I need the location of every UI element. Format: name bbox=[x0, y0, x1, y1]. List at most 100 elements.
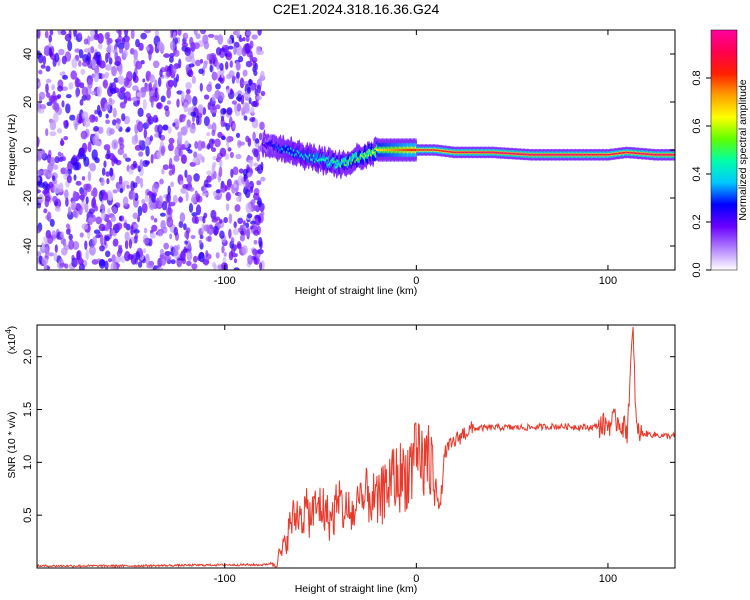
snr-x-axis-label: Height of straight line (km) bbox=[295, 583, 418, 595]
noise-cell bbox=[180, 250, 186, 262]
noise-cell bbox=[52, 195, 58, 203]
noise-cell bbox=[83, 156, 90, 167]
noise-cell bbox=[189, 123, 196, 134]
noise-cell bbox=[156, 267, 164, 270]
noise-cell bbox=[165, 194, 169, 204]
noise-cell bbox=[163, 53, 171, 58]
noise-cell bbox=[190, 196, 197, 204]
noise-cell bbox=[119, 187, 123, 194]
noise-cell bbox=[158, 77, 162, 87]
noise-cell bbox=[160, 95, 166, 103]
snr-panel: -100 0 100 0.5 1.0 1.5 2.0 Height of straight… bbox=[4, 324, 676, 595]
noise-cell bbox=[260, 70, 265, 79]
noise-cell bbox=[245, 60, 253, 68]
noise-cell bbox=[141, 202, 148, 214]
noise-cell bbox=[46, 92, 51, 98]
noise-cell bbox=[74, 122, 78, 131]
noise-cell bbox=[244, 188, 251, 199]
noise-cell bbox=[215, 47, 222, 56]
noise-cell bbox=[134, 233, 139, 240]
noise-cell bbox=[236, 61, 241, 71]
noise-cell bbox=[42, 168, 49, 177]
noise-cell bbox=[154, 184, 160, 189]
noise-cell bbox=[83, 38, 89, 45]
noise-cell bbox=[203, 116, 210, 127]
colorbar: 0.0 0.2 0.4 0.6 0.8 Normalized spectral ampl… bbox=[691, 29, 749, 278]
noise-cell bbox=[184, 169, 188, 178]
noise-cell bbox=[249, 50, 254, 61]
noise-cell bbox=[186, 260, 192, 267]
noise-cell bbox=[177, 133, 183, 142]
noise-cell bbox=[54, 206, 61, 212]
noise-cell bbox=[132, 212, 139, 220]
noise-cell bbox=[180, 187, 187, 194]
noise-cell bbox=[173, 30, 177, 39]
noise-cell bbox=[232, 123, 237, 130]
noise-cell bbox=[235, 132, 241, 139]
noise-cell bbox=[66, 174, 72, 184]
noise-cell bbox=[239, 77, 245, 89]
noise-cell bbox=[246, 172, 253, 178]
noise-cell bbox=[79, 99, 84, 106]
noise-cell bbox=[253, 70, 258, 76]
noise-cell bbox=[191, 212, 198, 217]
noise-cell bbox=[97, 33, 104, 44]
noise-cell bbox=[78, 113, 82, 125]
noise-cell bbox=[219, 230, 225, 239]
noise-cell bbox=[60, 167, 67, 175]
noise-cell bbox=[77, 32, 83, 39]
noise-cell bbox=[132, 75, 139, 84]
noise-cell bbox=[190, 111, 197, 117]
noise-cell bbox=[184, 240, 188, 245]
noise-cell bbox=[252, 248, 258, 256]
noise-cell bbox=[258, 236, 263, 247]
spectrogram-y-tick-label: -40 bbox=[22, 238, 34, 254]
noise-cell bbox=[138, 42, 144, 51]
noise-cell bbox=[195, 204, 202, 216]
colorbar-label: Normalized spectral amplitude bbox=[737, 79, 749, 220]
noise-cell bbox=[130, 225, 134, 236]
noise-cell bbox=[233, 45, 237, 56]
noise-cell bbox=[240, 94, 245, 105]
noise-cell bbox=[152, 60, 160, 69]
noise-cell bbox=[173, 245, 179, 257]
noise-cell bbox=[154, 30, 160, 38]
noise-cell bbox=[192, 115, 195, 123]
noise-cell bbox=[85, 249, 89, 261]
noise-cell bbox=[91, 59, 97, 69]
noise-cell bbox=[253, 162, 259, 167]
noise-cell bbox=[132, 160, 137, 168]
noise-cell bbox=[167, 185, 171, 196]
noise-cell bbox=[43, 189, 50, 198]
noise-cell bbox=[250, 220, 257, 225]
noise-cell bbox=[119, 101, 126, 109]
noise-cell bbox=[153, 152, 158, 160]
noise-cell bbox=[229, 60, 233, 68]
noise-cell bbox=[108, 57, 113, 65]
noise-cell bbox=[225, 191, 231, 202]
noise-cell bbox=[42, 55, 47, 65]
noise-cell bbox=[38, 53, 44, 64]
noise-cell bbox=[232, 76, 237, 81]
noise-cell bbox=[181, 42, 189, 48]
noise-cell bbox=[106, 44, 114, 53]
noise-cell bbox=[164, 255, 172, 262]
noise-cell bbox=[213, 228, 218, 236]
noise-cell bbox=[225, 61, 229, 70]
colorbar-tick-label: 0.4 bbox=[691, 166, 703, 181]
noise-cell bbox=[234, 102, 238, 113]
noise-cell bbox=[103, 160, 107, 168]
noise-cell bbox=[94, 109, 98, 115]
noise-cell bbox=[259, 262, 263, 270]
noise-cell bbox=[225, 203, 230, 212]
noise-cell bbox=[222, 256, 227, 264]
noise-cell bbox=[81, 61, 89, 67]
noise-cell bbox=[161, 200, 168, 211]
noise-cell bbox=[221, 47, 226, 52]
noise-cell bbox=[93, 229, 101, 235]
noise-cell bbox=[245, 178, 250, 190]
noise-cell bbox=[45, 83, 49, 94]
noise-cell bbox=[72, 190, 78, 202]
noise-cell bbox=[222, 108, 227, 114]
noise-cell bbox=[185, 227, 191, 234]
